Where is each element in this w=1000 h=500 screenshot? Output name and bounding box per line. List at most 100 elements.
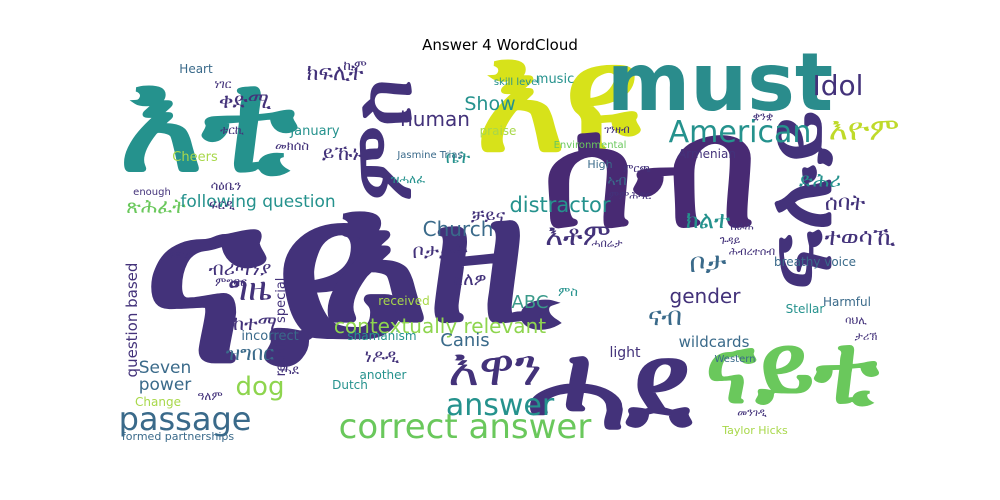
word-12: American <box>669 115 812 150</box>
word-97: ባህሊ <box>845 314 867 327</box>
word-32: ክፍሊት <box>307 61 364 86</box>
word-73: skill level <box>494 77 540 88</box>
word-71: Taylor Hicks <box>721 424 788 437</box>
word-56: received <box>378 294 429 308</box>
word-25: gender <box>670 284 742 308</box>
word-95: መንገዲ <box>737 406 767 419</box>
word-31: ቀድሚ <box>219 89 272 114</box>
word-80: ሓደ <box>281 363 299 378</box>
word-77: enough <box>133 187 171 198</box>
word-34: ይኹኑ <box>322 141 362 165</box>
word-99: ሕብረተሰብ <box>729 245 775 258</box>
word-52: question based <box>123 263 141 378</box>
word-14: answer <box>446 388 555 423</box>
word-55: shamanism <box>347 329 416 343</box>
word-30: Canis <box>440 330 489 351</box>
word-29: ABC <box>512 292 549 313</box>
word-10: ፍሉይ <box>747 110 852 289</box>
word-60: wildcards <box>679 333 750 351</box>
word-37: ቦታታት <box>413 239 468 263</box>
word-74: High <box>587 158 612 171</box>
word-91: ስራሕ <box>730 220 753 233</box>
word-48: ድሕሪ <box>799 168 841 192</box>
word-39: ብሪጣንያ <box>209 258 272 280</box>
word-35: ቤት <box>446 147 471 168</box>
word-89: ምግባር <box>215 275 247 289</box>
word-67: breathy voice <box>774 255 856 269</box>
word-4: ሰብ <box>543 81 757 262</box>
word-45: ክልተ <box>686 206 730 234</box>
word-85: ሳዕቤን <box>211 179 242 194</box>
word-41: ዝግበር <box>226 341 274 365</box>
word-63: praise <box>480 124 517 138</box>
word-51: January <box>289 124 340 139</box>
word-1: ናይ <box>143 148 406 415</box>
word-69: Change <box>135 395 181 409</box>
word-64: Heart <box>179 62 213 76</box>
chart-title: Answer 4 WordCloud <box>422 36 578 54</box>
word-18: ግዜ <box>229 269 272 309</box>
word-65: Cheers <box>172 150 218 165</box>
word-6: ሓደ <box>528 318 693 457</box>
word-66: Harmful <box>823 295 871 309</box>
word-42: ነዶዲ <box>365 346 400 367</box>
word-84: ቱርኪ <box>220 123 244 137</box>
word-26: Seven <box>139 358 192 378</box>
word-20: እቶም <box>545 218 611 253</box>
word-82: ነገር <box>215 77 232 91</box>
word-23: human <box>400 107 470 131</box>
word-98: ታሪኽ <box>855 330 878 343</box>
word-36: ቻይና <box>471 206 506 227</box>
word-81: ዝሓለፈ <box>391 172 425 186</box>
word-44: ናብ <box>648 302 682 332</box>
word-33: ኪም <box>343 58 367 74</box>
word-86: ፍርዲ <box>209 198 235 213</box>
word-96: ቋንቋ <box>753 110 774 123</box>
word-72: Jasmine Trias <box>396 150 462 161</box>
word-22: Church <box>423 217 494 241</box>
word-50: following question <box>180 192 335 212</box>
word-38: ዘለዎ <box>453 269 486 290</box>
word-94: ምርጫ <box>623 162 651 175</box>
word-16: Idol <box>813 69 864 102</box>
word-57: Dutch <box>332 378 368 392</box>
word-90: ጉዳይ <box>720 234 741 247</box>
word-47: ሰባት <box>825 191 866 216</box>
word-100: ምምሕዳር <box>609 189 652 202</box>
word-11: correct answer <box>339 407 592 447</box>
word-2: እዩ <box>476 12 641 186</box>
word-15: passage <box>119 400 252 438</box>
word-75: Environmental <box>554 140 627 151</box>
word-79: ኣብ <box>607 173 626 189</box>
word-68: Stellar <box>786 302 825 316</box>
word-76: Western <box>714 354 755 365</box>
word-59: light <box>609 345 641 361</box>
word-62: music <box>536 72 574 87</box>
word-46: ተወሳኺ <box>825 223 896 251</box>
word-40: ከተማ <box>233 311 277 335</box>
word-83: ምስ <box>558 285 578 300</box>
word-3: እቲ <box>119 41 298 204</box>
word-61: Armenian <box>678 147 736 161</box>
word-54: incorrect <box>241 329 298 344</box>
word-70: formed partnerships <box>122 430 234 443</box>
word-7: ናይቲ <box>706 315 880 425</box>
word-92: ገንዘብ <box>604 123 630 136</box>
word-78: መክሰስ <box>275 139 309 154</box>
word-58: another <box>360 368 407 382</box>
word-49: ጽሕፈት <box>126 194 186 218</box>
word-13: እዋን <box>448 338 542 398</box>
word-93: ሓበሬታ <box>592 237 624 250</box>
word-21: contextually relevant <box>334 314 546 338</box>
word-19: dog <box>236 372 285 402</box>
word-5: እዚ <box>321 154 561 363</box>
word-43: ቦታ <box>689 246 726 279</box>
word-88: ዓለም <box>197 389 222 403</box>
word-87: ቁጽሪ <box>167 247 191 261</box>
word-8: ምስ <box>336 79 429 201</box>
word-27: power <box>139 375 192 395</box>
word-24: distractor <box>509 193 610 217</box>
word-53: reunion special <box>274 278 289 377</box>
word-28: Show <box>464 93 515 115</box>
